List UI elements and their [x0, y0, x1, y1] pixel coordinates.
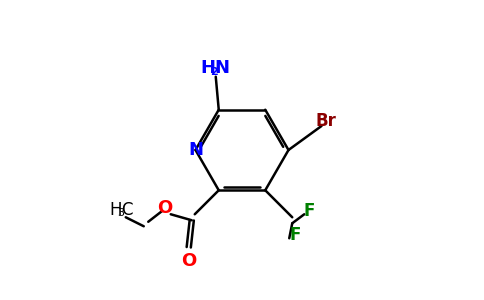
Text: N: N — [188, 141, 203, 159]
Text: O: O — [181, 252, 197, 270]
Text: N: N — [215, 59, 230, 77]
Text: C: C — [121, 201, 133, 219]
Text: F: F — [303, 202, 315, 220]
Text: H: H — [109, 201, 121, 219]
Text: 3: 3 — [117, 208, 124, 218]
Text: Br: Br — [316, 112, 336, 130]
Text: O: O — [157, 199, 172, 217]
Text: 2: 2 — [211, 67, 218, 77]
Text: F: F — [289, 226, 301, 244]
Text: H: H — [201, 59, 216, 77]
